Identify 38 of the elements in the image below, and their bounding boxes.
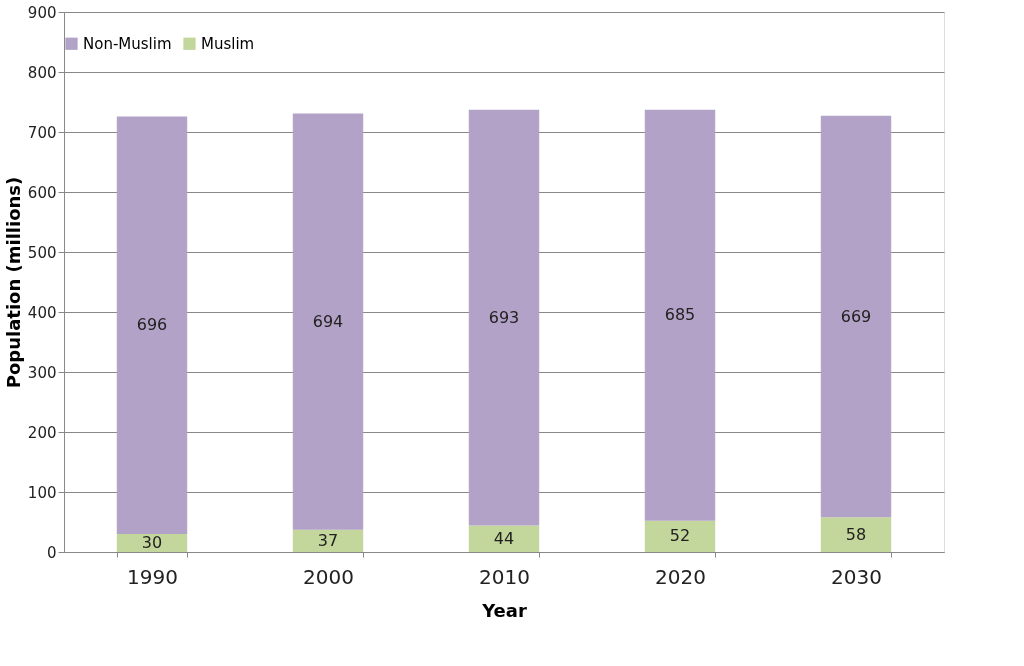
x-tick-label: 2020 bbox=[655, 564, 706, 589]
data-label: 685 bbox=[664, 305, 696, 325]
data-label: 693 bbox=[488, 307, 520, 327]
y-tick-label: 900 bbox=[27, 3, 57, 22]
y-tick-label: 300 bbox=[27, 363, 57, 382]
data-label: 30 bbox=[141, 533, 163, 552]
data-label: 669 bbox=[840, 306, 872, 326]
y-tick-label: 600 bbox=[27, 183, 57, 202]
bar bbox=[644, 109, 716, 521]
legend-label: Muslim bbox=[201, 34, 255, 53]
x-axis-title: Year bbox=[481, 599, 527, 621]
data-label: 58 bbox=[845, 524, 867, 544]
y-tick-label: 700 bbox=[27, 123, 57, 142]
x-tick-label: 2010 bbox=[479, 564, 530, 589]
legend-label: Non-Muslim bbox=[83, 34, 172, 53]
bar bbox=[644, 520, 716, 552]
y-tick-label: 0 bbox=[46, 543, 57, 562]
bar bbox=[292, 113, 364, 530]
y-tick-label: 800 bbox=[27, 63, 57, 82]
x-tick-label: 2000 bbox=[303, 564, 354, 589]
bar bbox=[468, 109, 540, 526]
data-label: 37 bbox=[317, 530, 339, 550]
y-tick-label: 200 bbox=[27, 423, 57, 442]
y-axis-title: Population (millions) bbox=[2, 176, 24, 389]
bar bbox=[468, 525, 540, 552]
y-tick-label: 500 bbox=[27, 243, 57, 262]
x-tick-label: 2030 bbox=[831, 564, 882, 589]
data-label: 44 bbox=[493, 528, 515, 548]
x-tick-label: 1990 bbox=[127, 564, 178, 589]
bar bbox=[820, 517, 892, 552]
bar bbox=[292, 529, 364, 552]
data-label: 694 bbox=[312, 311, 344, 331]
y-tick-label: 400 bbox=[27, 303, 57, 322]
bar bbox=[116, 116, 188, 534]
data-label: 52 bbox=[669, 526, 691, 546]
bar bbox=[820, 115, 892, 518]
data-label: 696 bbox=[136, 315, 168, 335]
y-tick-label: 100 bbox=[27, 483, 57, 502]
